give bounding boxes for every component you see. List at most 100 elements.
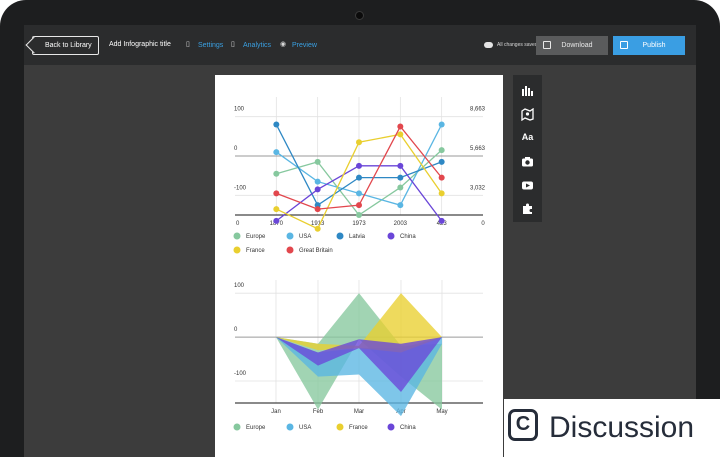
- legend-label-europe: Europe: [246, 234, 266, 240]
- file-icon: ▯: [186, 41, 190, 48]
- watermark-letter: C: [515, 413, 531, 435]
- line-chart[interactable]: 100 0 -100 8,663 5,663 3,032 0 1870 1913 1973 2003…: [234, 97, 486, 232]
- y-tick-label: 100: [234, 107, 245, 113]
- legend-label-france: France: [246, 248, 265, 254]
- y-tick-label: 100: [234, 283, 245, 289]
- x-tick-label: Feb: [313, 409, 324, 415]
- top-toolbar: Back to Library Add Infographic title ▯ …: [24, 25, 696, 65]
- x-tick-label: Jan: [271, 409, 281, 415]
- legend-label-france: France: [349, 425, 368, 431]
- x-tick-label: 2003: [394, 221, 408, 227]
- legend-label-europe: Europe: [246, 425, 266, 431]
- y-tick-label: -100: [234, 185, 247, 191]
- watermark: C Discussion: [504, 399, 720, 457]
- data-point-china: [397, 162, 404, 169]
- nav-settings-label: Settings: [198, 41, 224, 49]
- legend-swatch-europe: [233, 423, 241, 431]
- nav-preview-label: Preview: [292, 41, 317, 49]
- x-tick-label: 1870: [270, 221, 284, 227]
- data-point-usa: [397, 202, 404, 209]
- data-point-china: [438, 217, 445, 224]
- data-point-usa: [314, 178, 321, 185]
- download-button[interactable]: Download: [536, 36, 608, 55]
- y-tick-label: -100: [234, 371, 247, 377]
- data-point-usa: [438, 121, 445, 128]
- legend-swatch-china: [387, 423, 395, 431]
- data-point-china: [273, 217, 280, 224]
- x-tick-label: 0: [481, 221, 485, 227]
- legend-swatch-europe: [233, 232, 241, 240]
- legend-label-usa: USA: [299, 234, 311, 240]
- charts-svg: 100 0 -100 8,663 5,663 3,032 0 1870 1913 1973 2003…: [233, 97, 486, 431]
- data-point-usa: [356, 190, 362, 197]
- legend-label-china: China: [400, 234, 416, 240]
- data-point-france: [397, 131, 404, 138]
- eye-icon: ◉: [280, 41, 287, 48]
- data-point-usa: [273, 149, 280, 156]
- data-point-france: [438, 190, 445, 197]
- video-icon[interactable]: [521, 179, 534, 192]
- cloud-icon: [484, 42, 493, 48]
- legend-swatch-france: [233, 246, 241, 254]
- data-point-china: [356, 162, 362, 169]
- x-tick-label: 1913: [311, 221, 325, 227]
- save-status-label: All changes saved: [497, 42, 538, 48]
- download-icon: [543, 41, 551, 49]
- data-point-europe: [273, 170, 280, 177]
- legend-label-great-britain: Great Britain: [299, 248, 333, 254]
- area-chart-legend: Europe USA France China: [233, 423, 416, 431]
- nav-analytics-label: Analytics: [243, 41, 272, 49]
- back-to-library-button[interactable]: Back to Library: [32, 36, 99, 55]
- save-status: All changes saved: [484, 42, 538, 48]
- puzzle-icon[interactable]: [521, 202, 534, 215]
- data-point-great-britain: [356, 202, 362, 209]
- x-tick-label: May: [436, 409, 447, 415]
- tool-panel: Aa: [513, 75, 542, 222]
- infographic-title[interactable]: Add Infographic title: [109, 41, 171, 48]
- data-point-china: [314, 186, 321, 193]
- nav-preview[interactable]: ◉ Preview: [280, 41, 317, 49]
- camera-icon[interactable]: [521, 155, 534, 168]
- legend-swatch-usa: [286, 423, 294, 431]
- y-tick-label: 0: [234, 146, 238, 152]
- legend-label-usa: USA: [299, 425, 311, 431]
- data-point-latvia: [273, 121, 280, 128]
- bar-chart-icon[interactable]: [521, 84, 534, 97]
- data-point-great-britain: [273, 190, 280, 197]
- watermark-text: Discussion: [549, 411, 695, 444]
- legend-swatch-china: [387, 232, 395, 240]
- data-point-france: [356, 139, 362, 146]
- data-point-latvia: [438, 158, 445, 165]
- download-label: Download: [561, 42, 593, 49]
- publish-button[interactable]: Publish: [613, 36, 685, 55]
- nav-analytics[interactable]: ▯ Analytics: [231, 41, 271, 49]
- data-point-france: [273, 206, 280, 213]
- camera-icon: [355, 11, 364, 20]
- back-label: Back to Library: [45, 42, 92, 49]
- legend-swatch-great-britain: [286, 246, 294, 254]
- data-point-europe: [397, 184, 404, 191]
- text-icon[interactable]: Aa: [521, 132, 534, 142]
- line-chart-legend: Europe USA Latvia China France Great Britain: [233, 232, 416, 254]
- area-europe: [276, 293, 442, 410]
- data-point-europe: [438, 147, 445, 154]
- discussion-logo-icon: C: [508, 409, 538, 441]
- map-icon[interactable]: [521, 107, 534, 122]
- x-tick-label: 0: [236, 221, 240, 227]
- x-tick-label: 1973: [352, 221, 366, 227]
- nav-settings[interactable]: ▯ Settings: [186, 41, 223, 49]
- legend-swatch-france: [336, 423, 344, 431]
- data-point-great-britain: [314, 206, 321, 213]
- y-right-tick-label: 5,663: [470, 146, 486, 152]
- editor-screen: Back to Library Add Infographic title ▯ …: [24, 25, 696, 457]
- legend-label-china: China: [400, 425, 416, 431]
- area-china: [276, 337, 442, 393]
- x-tick-label: 423: [437, 221, 448, 227]
- y-tick-label: 0: [234, 327, 238, 333]
- infographic-canvas[interactable]: 100 0 -100 8,663 5,663 3,032 0 1870 1913 1973 2003…: [215, 75, 503, 457]
- y-right-tick-label: 8,663: [470, 107, 486, 113]
- data-point-great-britain: [438, 174, 445, 181]
- y-right-tick-label: 3,032: [470, 185, 486, 191]
